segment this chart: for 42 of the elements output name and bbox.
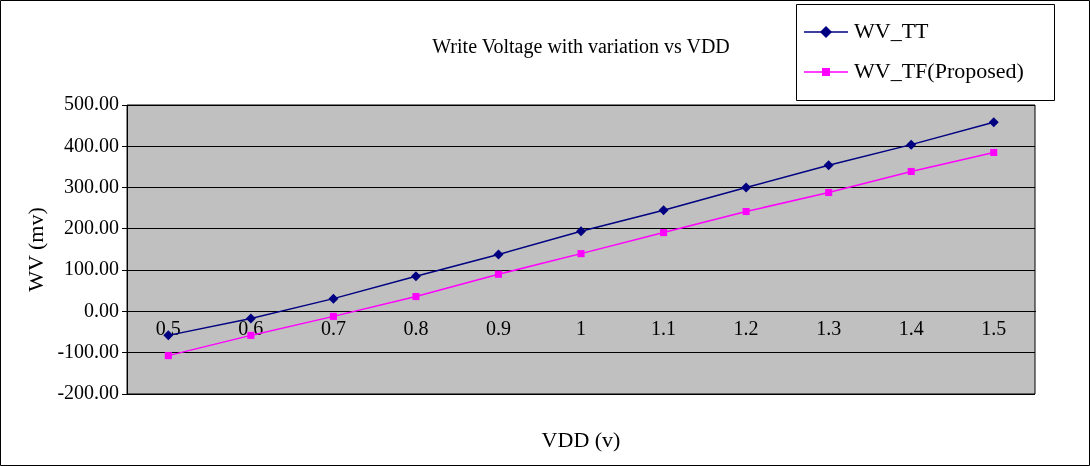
point <box>412 293 420 301</box>
point <box>577 250 585 258</box>
point <box>825 188 833 197</box>
point <box>658 205 669 216</box>
x-tick-label: 1.2 <box>733 316 759 339</box>
x-tick-label: 0.9 <box>485 316 511 339</box>
y-axis-title: WV (mv) <box>22 207 48 292</box>
point <box>410 271 421 282</box>
x-axis-title: VDD (v) <box>541 426 621 452</box>
y-tick-label: -200.00 <box>57 381 120 404</box>
point <box>906 139 917 150</box>
point <box>742 207 750 216</box>
point <box>328 293 339 304</box>
x-tick-label: 1 <box>576 316 587 339</box>
x-tick-label: 1.3 <box>816 316 842 339</box>
point <box>660 229 668 237</box>
point <box>823 160 834 171</box>
point <box>494 270 503 278</box>
point <box>907 167 915 176</box>
point <box>493 249 504 260</box>
point <box>990 148 998 157</box>
x-tick-label: 0.6 <box>238 316 264 339</box>
x-tick-label: 0.8 <box>403 316 429 339</box>
legend-label: WV_TT <box>854 17 930 43</box>
chart-title: Write Voltage with variation vs VDD <box>432 35 730 59</box>
legend-label: WV_TF(Proposed) <box>854 57 1024 83</box>
point <box>741 182 752 193</box>
y-tick-label: 100.00 <box>64 257 120 280</box>
point <box>576 226 587 237</box>
y-tick-label: 0.00 <box>84 298 120 321</box>
y-tick-label: 500.00 <box>64 92 120 115</box>
y-tick-label: 300.00 <box>64 174 120 197</box>
x-tick-label: 0.7 <box>320 316 346 339</box>
x-tick-label: 1.5 <box>981 316 1007 339</box>
y-tick-label: 400.00 <box>64 133 120 156</box>
point <box>329 312 337 320</box>
y-tick-label: 200.00 <box>64 216 120 239</box>
point <box>988 117 999 128</box>
point <box>164 352 172 360</box>
y-tick-label: -100.00 <box>57 339 120 362</box>
x-tick-label: 1.4 <box>898 316 924 339</box>
x-tick-label: 1.1 <box>651 316 677 339</box>
